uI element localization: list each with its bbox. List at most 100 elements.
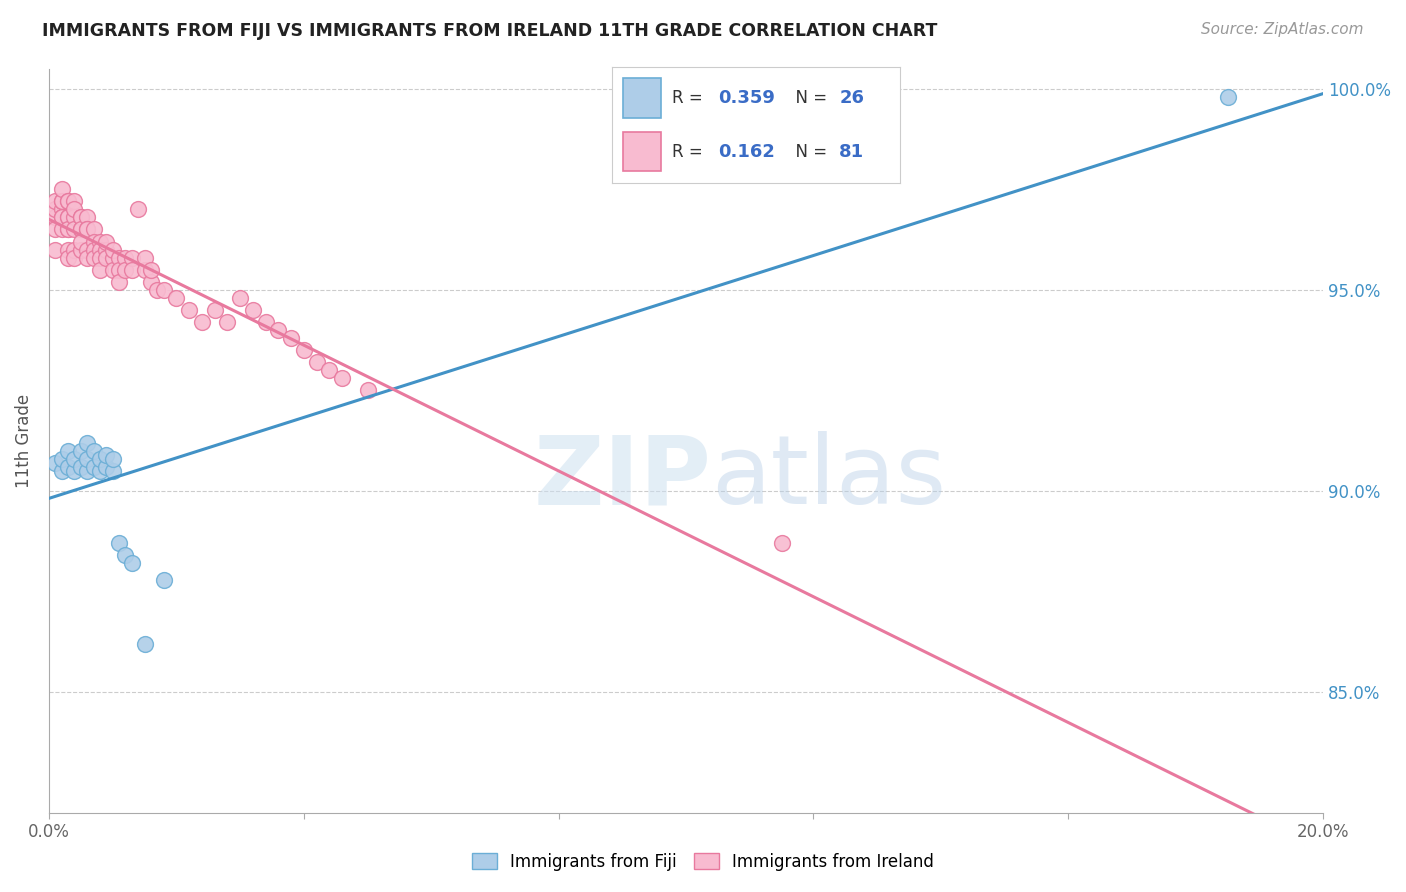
Point — [204, 302, 226, 317]
Point — [89, 262, 111, 277]
Point — [69, 243, 91, 257]
Point — [63, 222, 86, 236]
Point — [108, 275, 131, 289]
Point — [83, 251, 105, 265]
Point — [179, 302, 201, 317]
Point — [51, 222, 73, 236]
Point — [96, 448, 118, 462]
Text: R =: R = — [672, 89, 709, 107]
FancyBboxPatch shape — [623, 132, 661, 171]
Text: atlas: atlas — [711, 432, 946, 524]
Point — [63, 202, 86, 217]
Point — [89, 251, 111, 265]
Point — [56, 443, 79, 458]
Point — [44, 222, 66, 236]
Point — [56, 194, 79, 209]
Point — [146, 283, 169, 297]
Point — [254, 315, 277, 329]
Point — [63, 464, 86, 478]
Y-axis label: 11th Grade: 11th Grade — [15, 393, 32, 488]
Point — [76, 451, 98, 466]
Point — [229, 291, 252, 305]
Point — [56, 194, 79, 209]
Point — [51, 182, 73, 196]
Point — [83, 243, 105, 257]
Point — [44, 456, 66, 470]
Point — [242, 302, 264, 317]
Point — [101, 451, 124, 466]
Point — [96, 243, 118, 257]
Point — [76, 222, 98, 236]
Point — [96, 235, 118, 249]
Point — [63, 194, 86, 209]
Point — [56, 251, 79, 265]
Point — [69, 211, 91, 225]
Point — [101, 262, 124, 277]
Point — [69, 211, 91, 225]
Point — [114, 251, 136, 265]
Point — [69, 222, 91, 236]
Legend: Immigrants from Fiji, Immigrants from Ireland: Immigrants from Fiji, Immigrants from Ir… — [464, 845, 942, 880]
Text: N =: N = — [785, 89, 832, 107]
Point — [56, 243, 79, 257]
Text: Source: ZipAtlas.com: Source: ZipAtlas.com — [1201, 22, 1364, 37]
Point — [51, 211, 73, 225]
Point — [56, 459, 79, 474]
Point — [56, 222, 79, 236]
Point — [44, 211, 66, 225]
Point — [96, 251, 118, 265]
Point — [134, 262, 156, 277]
Point — [101, 464, 124, 478]
Point — [108, 262, 131, 277]
Point — [56, 211, 79, 225]
Point — [121, 262, 143, 277]
Point — [44, 194, 66, 209]
Point — [83, 235, 105, 249]
Point — [292, 343, 315, 358]
Text: R =: R = — [672, 143, 709, 161]
Point — [139, 262, 162, 277]
Point — [56, 222, 79, 236]
Point — [51, 194, 73, 209]
Text: 0.359: 0.359 — [718, 89, 775, 107]
Text: 0.162: 0.162 — [718, 143, 775, 161]
Point — [89, 464, 111, 478]
Point — [44, 202, 66, 217]
Point — [152, 283, 174, 297]
Point — [114, 549, 136, 563]
Point — [280, 331, 302, 345]
Point — [134, 251, 156, 265]
Point — [76, 243, 98, 257]
Point — [267, 323, 290, 337]
Point — [108, 536, 131, 550]
Point — [69, 443, 91, 458]
Point — [83, 222, 105, 236]
Point — [152, 573, 174, 587]
Point — [165, 291, 187, 305]
Point — [356, 384, 378, 398]
Point — [76, 222, 98, 236]
Point — [69, 459, 91, 474]
Point — [56, 211, 79, 225]
Point — [89, 243, 111, 257]
Point — [191, 315, 214, 329]
Point — [69, 222, 91, 236]
Text: 81: 81 — [839, 143, 865, 161]
Point — [44, 243, 66, 257]
Point — [330, 371, 353, 385]
Point — [51, 194, 73, 209]
Point — [89, 235, 111, 249]
Point — [83, 459, 105, 474]
Text: N =: N = — [785, 143, 832, 161]
Point — [63, 451, 86, 466]
Point — [63, 211, 86, 225]
Point — [83, 443, 105, 458]
Point — [76, 435, 98, 450]
Point — [76, 464, 98, 478]
Point — [217, 315, 239, 329]
Point — [121, 557, 143, 571]
Text: IMMIGRANTS FROM FIJI VS IMMIGRANTS FROM IRELAND 11TH GRADE CORRELATION CHART: IMMIGRANTS FROM FIJI VS IMMIGRANTS FROM … — [42, 22, 938, 40]
Point — [51, 464, 73, 478]
Point — [51, 211, 73, 225]
Point — [139, 275, 162, 289]
